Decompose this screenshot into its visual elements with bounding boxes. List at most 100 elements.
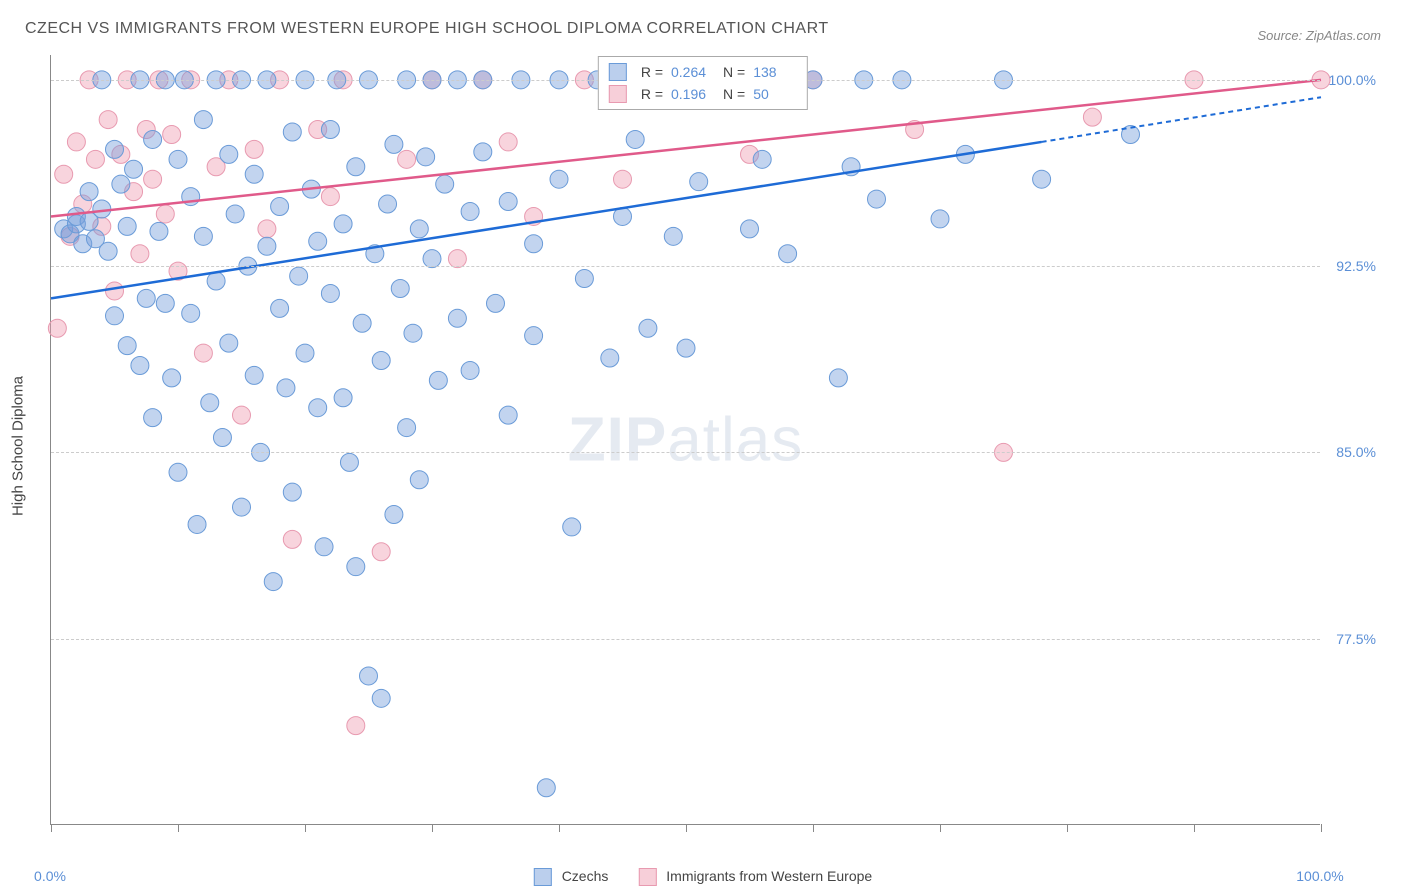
data-point <box>639 319 657 337</box>
data-point <box>677 339 695 357</box>
stats-row-immigrants: R =0.196 N =50 <box>609 83 797 105</box>
gridline <box>51 452 1320 453</box>
swatch-immigrants <box>609 85 627 103</box>
data-point <box>169 463 187 481</box>
data-point <box>448 250 466 268</box>
y-axis-label: High School Diploma <box>10 376 27 516</box>
data-point <box>404 324 422 342</box>
x-tick-label: 0.0% <box>34 868 66 884</box>
data-point <box>601 349 619 367</box>
data-point <box>385 135 403 153</box>
x-tick <box>813 824 814 832</box>
y-tick-label: 100.0% <box>1329 72 1376 88</box>
data-point <box>144 170 162 188</box>
data-point <box>118 337 136 355</box>
bottom-legend: Czechs Immigrants from Western Europe <box>534 868 872 886</box>
data-point <box>201 394 219 412</box>
data-point <box>391 279 409 297</box>
data-point <box>86 150 104 168</box>
data-point <box>321 284 339 302</box>
chart-svg <box>51 55 1320 824</box>
data-point <box>188 515 206 533</box>
data-point <box>194 227 212 245</box>
data-point <box>385 506 403 524</box>
data-point <box>156 205 174 223</box>
data-point <box>347 717 365 735</box>
data-point <box>334 215 352 233</box>
data-point <box>182 304 200 322</box>
data-point <box>315 538 333 556</box>
data-point <box>429 371 447 389</box>
legend-item-czechs: Czechs <box>534 868 609 886</box>
data-point <box>99 111 117 129</box>
data-point <box>169 150 187 168</box>
data-point <box>1083 108 1101 126</box>
data-point <box>499 133 517 151</box>
x-tick <box>1067 824 1068 832</box>
data-point <box>321 121 339 139</box>
data-point <box>753 150 771 168</box>
data-point <box>106 307 124 325</box>
gridline <box>51 266 1320 267</box>
data-point <box>664 227 682 245</box>
data-point <box>106 140 124 158</box>
data-point <box>461 361 479 379</box>
data-point <box>55 165 73 183</box>
data-point <box>340 453 358 471</box>
data-point <box>233 498 251 516</box>
trend-line <box>51 142 1042 298</box>
x-tick <box>51 824 52 832</box>
data-point <box>245 165 263 183</box>
data-point <box>398 150 416 168</box>
data-point <box>372 352 390 370</box>
legend-item-immigrants: Immigrants from Western Europe <box>638 868 872 886</box>
data-point <box>163 125 181 143</box>
stats-row-czechs: R =0.264 N =138 <box>609 61 797 83</box>
data-point <box>245 140 263 158</box>
data-point <box>283 123 301 141</box>
data-point <box>829 369 847 387</box>
data-point <box>499 406 517 424</box>
data-point <box>163 369 181 387</box>
plot-area: ZIPatlas <box>50 55 1320 825</box>
y-tick-label: 92.5% <box>1336 258 1376 274</box>
data-point <box>144 409 162 427</box>
data-point <box>258 220 276 238</box>
y-tick-label: 77.5% <box>1336 631 1376 647</box>
data-point <box>499 193 517 211</box>
data-point <box>277 379 295 397</box>
data-point <box>575 270 593 288</box>
x-tick <box>305 824 306 832</box>
data-point <box>410 471 428 489</box>
data-point <box>309 399 327 417</box>
data-point <box>271 299 289 317</box>
data-point <box>779 245 797 263</box>
data-point <box>334 389 352 407</box>
data-point <box>868 190 886 208</box>
data-point <box>690 173 708 191</box>
data-point <box>290 267 308 285</box>
data-point <box>525 327 543 345</box>
data-point <box>360 667 378 685</box>
data-point <box>423 250 441 268</box>
swatch-czechs-bottom <box>534 868 552 886</box>
gridline <box>51 639 1320 640</box>
chart-title: CZECH VS IMMIGRANTS FROM WESTERN EUROPE … <box>25 20 829 38</box>
data-point <box>741 220 759 238</box>
data-point <box>99 242 117 260</box>
data-point <box>156 294 174 312</box>
data-point <box>321 188 339 206</box>
swatch-czechs <box>609 63 627 81</box>
data-point <box>48 319 66 337</box>
data-point <box>233 406 251 424</box>
data-point <box>194 344 212 362</box>
data-point <box>436 175 454 193</box>
data-point <box>112 175 130 193</box>
data-point <box>207 272 225 290</box>
data-point <box>271 198 289 216</box>
x-tick <box>1194 824 1195 832</box>
data-point <box>150 222 168 240</box>
data-point <box>474 143 492 161</box>
data-point <box>550 170 568 188</box>
data-point <box>563 518 581 536</box>
